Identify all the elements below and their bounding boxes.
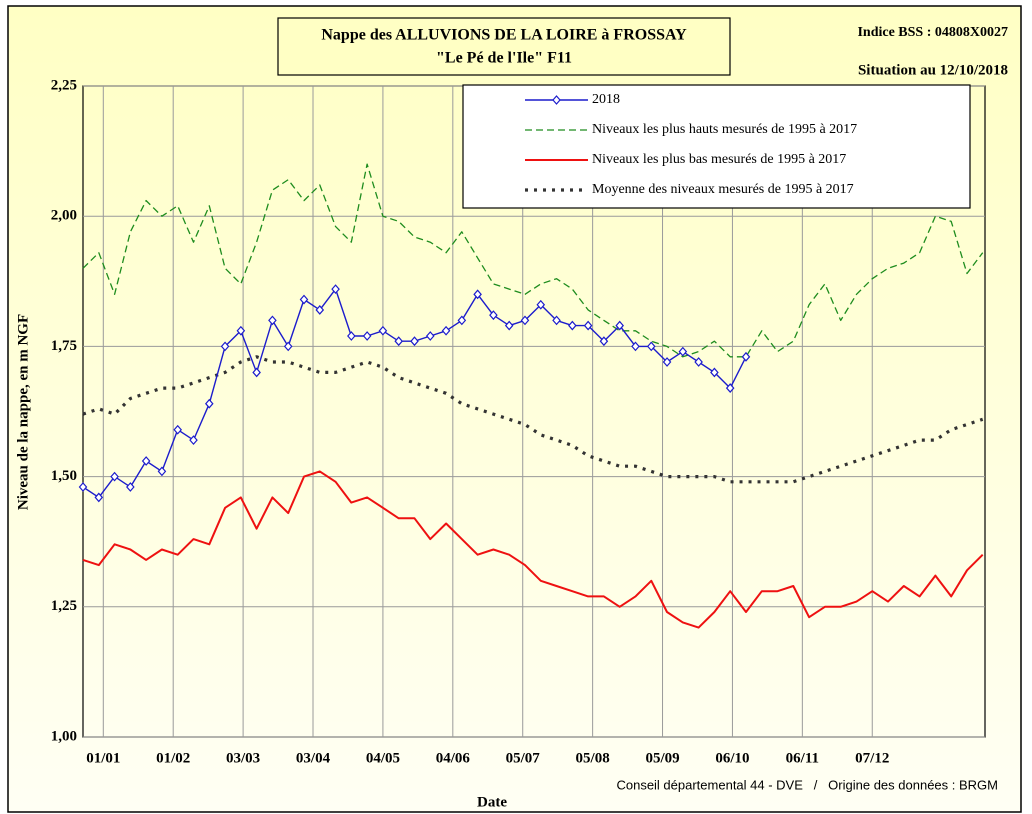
legend-label: Niveaux les plus hauts mesurés de 1995 à…: [592, 122, 857, 137]
data-point: [315, 305, 325, 315]
data-point: [110, 471, 119, 482]
data-point: [662, 357, 672, 367]
legend-box: [462, 84, 971, 209]
data-point: [347, 331, 356, 341]
legend: 2018 Niveaux les plus hauts mesurés de 19…: [462, 84, 971, 209]
x-tick-label: 03/03: [226, 750, 260, 766]
data-point: [410, 336, 419, 347]
data-point: [489, 310, 498, 321]
data-point: [631, 341, 640, 352]
x-tick-label: 05/08: [576, 750, 610, 766]
title-box: [277, 17, 731, 76]
data-point: [157, 466, 167, 477]
data-point: [646, 341, 656, 352]
data-point: [741, 351, 751, 362]
data-point: [599, 336, 609, 347]
situation-date: Situation au 12/10/2018: [858, 62, 1008, 78]
data-point: [283, 341, 293, 352]
data-point: [568, 320, 577, 331]
station-id: Indice BSS : 04808X0027: [857, 25, 1008, 40]
data-point: [268, 315, 277, 326]
data-point: [126, 482, 135, 492]
x-tick-label: 07/12: [855, 750, 889, 766]
x-tick-label: 06/10: [715, 750, 749, 766]
x-tick-label: 03/04: [296, 750, 331, 766]
x-tick-label: 05/09: [645, 750, 679, 766]
data-point: [504, 320, 514, 331]
data-point: [536, 299, 546, 310]
data-point: [678, 346, 688, 357]
legend-label: Niveaux les plus bas mesurés de 1995 à 2…: [592, 152, 846, 167]
x-tick-label: 05/07: [506, 750, 541, 766]
x-tick-label: 06/11: [786, 750, 819, 766]
data-point: [141, 456, 151, 466]
x-axis-label: Date: [477, 794, 507, 810]
data-point: [583, 320, 593, 331]
y-axis-label: Niveau de la nappe, en m NGF: [15, 314, 31, 510]
series-line: [82, 163, 984, 358]
y-tick-label: 2,00: [51, 208, 77, 224]
y-tick-label: 1,25: [51, 598, 77, 614]
data-point: [552, 315, 561, 326]
data-point: [473, 289, 482, 300]
data-point: [331, 284, 340, 295]
data-point: [425, 331, 435, 341]
data-point: [520, 315, 530, 326]
y-tick-label: 1,00: [51, 728, 77, 744]
x-tick-label: 04/06: [436, 750, 471, 766]
chart-subtitle: "Le Pé de l'Ile" F11: [436, 50, 572, 67]
data-point: [252, 367, 261, 378]
data-point: [299, 294, 309, 305]
y-tick-label: 1,50: [51, 468, 77, 484]
y-tick-label: 2,25: [51, 77, 77, 93]
legend-label: Moyenne des niveaux mesurés de 1995 à 20…: [592, 182, 854, 197]
data-point: [710, 367, 719, 378]
data-point: [173, 424, 183, 435]
legend-label: 2018: [592, 92, 620, 107]
chart-title: Nappe des ALLUVIONS DE LA LOIRE à FROSSA…: [321, 27, 687, 44]
data-point: [394, 336, 403, 347]
data-point: [189, 435, 198, 446]
series-line: [82, 470, 984, 629]
data-point: [78, 482, 88, 492]
series-line: [82, 355, 984, 484]
data-point: [441, 325, 451, 336]
data-point: [236, 325, 246, 336]
x-tick-label: 01/01: [86, 750, 120, 766]
data-point: [362, 331, 372, 341]
source-note: Conseil départemental 44 - DVE / Origine…: [616, 777, 998, 792]
x-tick-label: 01/02: [156, 750, 190, 766]
series-lines: [78, 163, 984, 629]
data-point: [457, 315, 467, 326]
data-point: [725, 383, 735, 393]
x-tick-label: 04/05: [366, 750, 400, 766]
data-point: [378, 325, 388, 336]
y-tick-label: 1,75: [51, 338, 77, 354]
data-point: [615, 320, 624, 331]
legend-marker: [552, 95, 561, 105]
data-point: [94, 492, 104, 503]
data-point: [204, 398, 214, 409]
data-point: [220, 341, 230, 352]
data-point: [694, 357, 703, 367]
